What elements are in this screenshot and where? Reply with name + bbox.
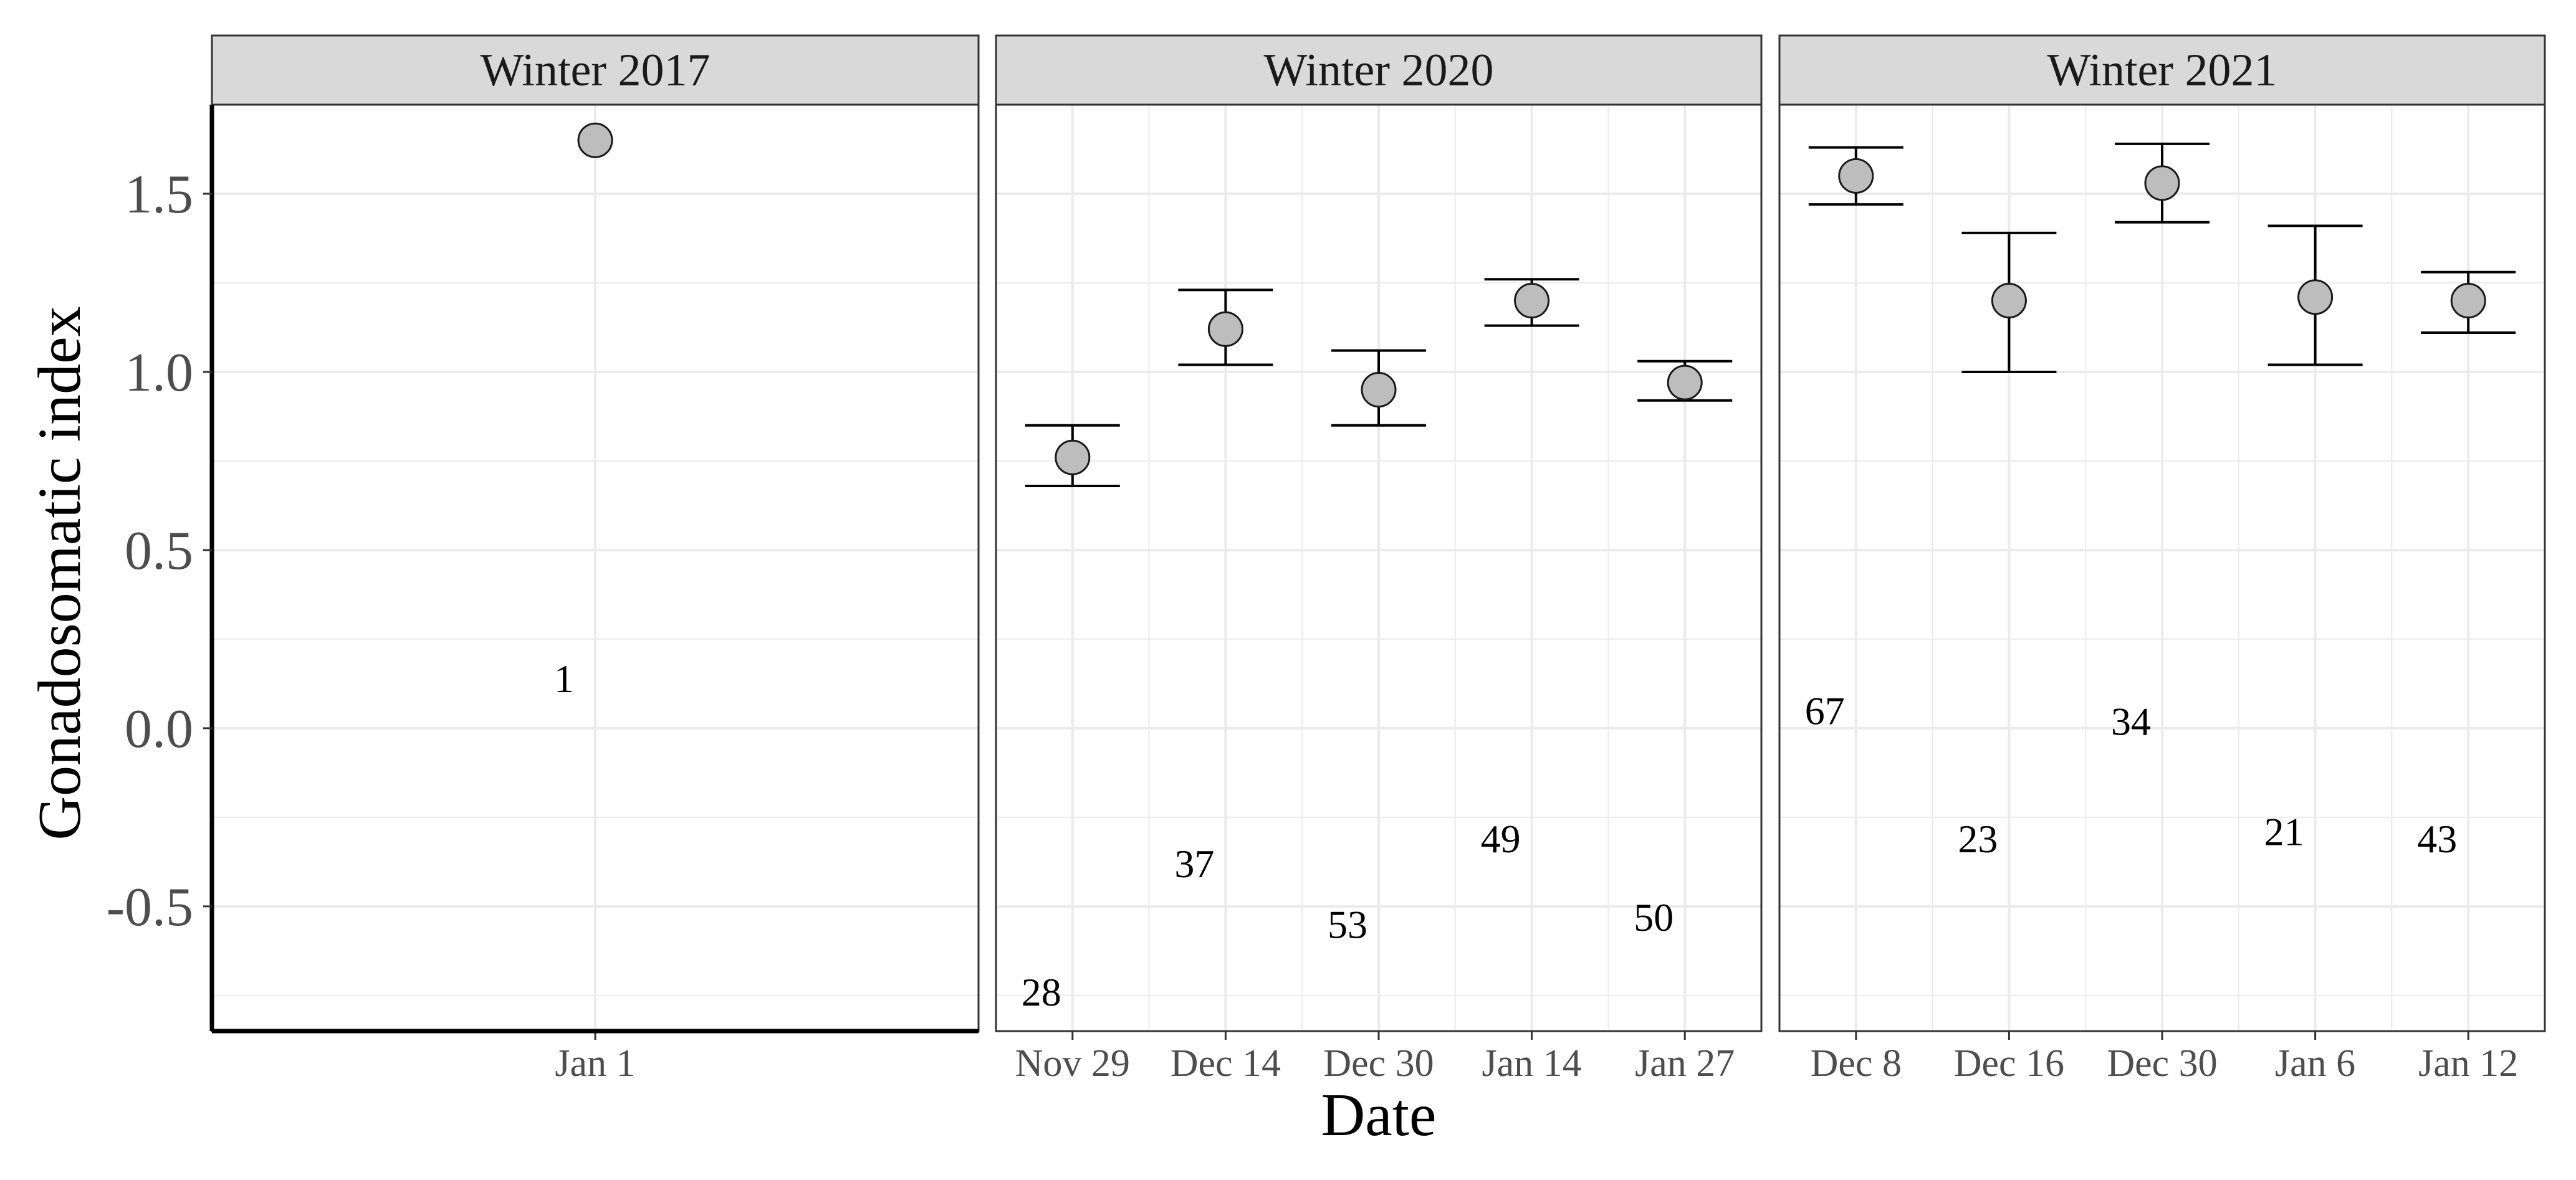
data-point (1207, 311, 1243, 347)
sample-size-label: 1 (554, 657, 574, 701)
sample-size-label: 49 (1481, 817, 1521, 861)
grid-layer (212, 104, 2545, 1031)
x-tick-label: Dec 30 (2107, 1042, 2217, 1085)
sample-size-label: 28 (1022, 970, 1061, 1014)
x-tick-label: Jan 27 (1635, 1042, 1735, 1085)
x-tick-label: Dec 30 (1323, 1042, 1434, 1085)
facet-strip (995, 34, 1763, 106)
sample-size-label: 67 (1805, 688, 1845, 733)
sample-size-label: 37 (1174, 842, 1214, 886)
x-tick-label: Jan 14 (1482, 1042, 1582, 1085)
data-point (1055, 439, 1091, 475)
y-axis-title: Gonadosomatic index (26, 306, 93, 840)
data-point (2144, 165, 2180, 201)
x-tick-label: Dec 16 (1954, 1042, 2064, 1085)
facet-title: Winter 2017 (481, 45, 711, 96)
sample-size-label: 21 (2264, 810, 2304, 854)
x-axis-title: Date (1321, 1082, 1437, 1149)
x-tick-label: Jan 6 (2275, 1042, 2355, 1085)
sample-size-label: 34 (2111, 699, 2151, 743)
y-tick-label: 0.5 (125, 521, 193, 581)
data-point (2297, 279, 2334, 315)
y-tick-label: 1.5 (125, 164, 193, 225)
sample-size-label: 53 (1328, 902, 1367, 946)
data-point (577, 122, 613, 158)
axis-layer: Jan 1 Nov 29 Dec 14 Dec 30 Jan 14 Jan 27 Dec 8… (107, 105, 2518, 1085)
y-tick-label: -0.5 (107, 877, 193, 938)
data-point (1667, 364, 1703, 401)
y-tick-label: 1.0 (125, 343, 193, 403)
x-tick-label: Nov 29 (1015, 1042, 1130, 1085)
y-tick-label: 0.0 (125, 699, 193, 759)
x-tick-label: Dec 8 (1811, 1042, 1902, 1085)
x-tick-label: Jan 12 (2418, 1042, 2518, 1085)
x-tick-label: Dec 14 (1171, 1042, 1281, 1085)
sample-size-label: 23 (1958, 817, 1998, 861)
panel-layer: Winter 2017 Winter 2020 Winter 2021 (211, 34, 2546, 1032)
facet-title: Winter 2020 (1264, 45, 1494, 96)
facet-strip (1778, 34, 2546, 106)
x-tick-label: Jan 1 (555, 1042, 635, 1085)
mark-layer: 1 28 37 53 49 50 67 23 34 21 43 (554, 122, 2516, 1014)
sample-size-label: 43 (2417, 817, 2457, 861)
data-point (2450, 283, 2486, 319)
data-point (1514, 283, 1550, 319)
data-point (1838, 158, 1874, 194)
data-point (1991, 283, 2027, 319)
sample-size-label: 50 (1634, 895, 1673, 940)
facet-title: Winter 2021 (2047, 45, 2277, 96)
data-point (1361, 372, 1397, 408)
